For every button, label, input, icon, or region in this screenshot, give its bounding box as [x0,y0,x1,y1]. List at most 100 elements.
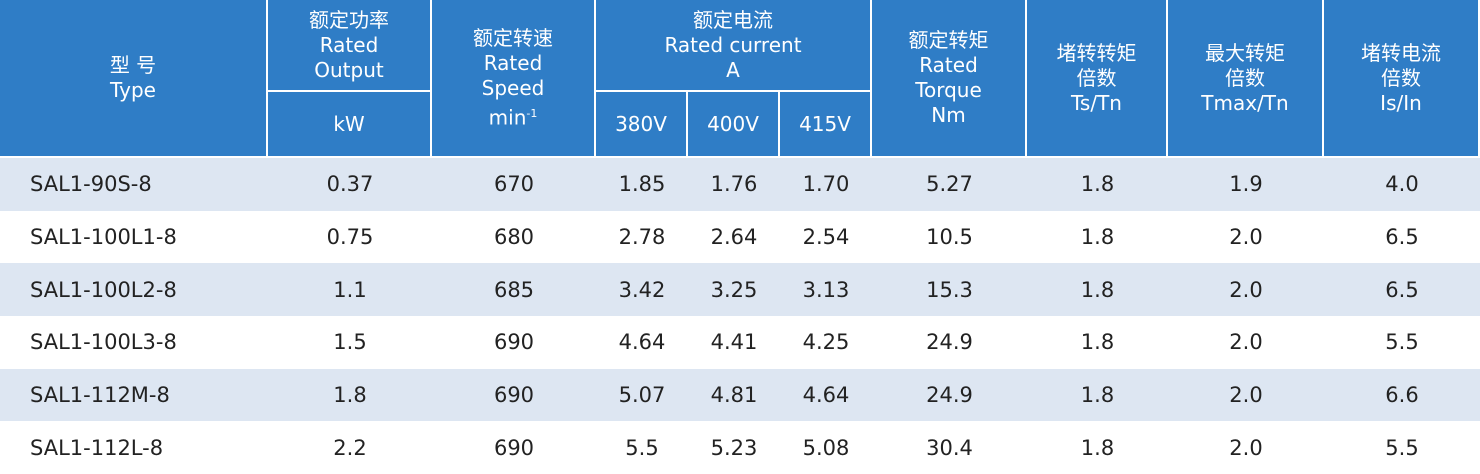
cell-text: 1.8 [1080,277,1115,302]
table-cell: 3.42 [596,263,688,316]
cell-text: SAL1-90S-8 [30,172,152,197]
cell-text: 10.5 [926,224,973,249]
table-cell: 2.0 [1168,421,1324,474]
header-line: A [726,57,740,82]
table-cell: 5.5 [1324,316,1480,369]
header-cell: 堵转转矩 倍数 Ts/Tn [1027,0,1168,158]
table-cell: 2.54 [780,211,872,264]
table-cell: 0.75 [268,211,432,264]
cell-text: 690 [493,435,535,460]
table-cell: SAL1-90S-8 [0,158,268,211]
table-cell: 4.64 [780,369,872,422]
table-cell: 0.37 [268,158,432,211]
header-line: 倍数 [1225,65,1265,90]
header-line: Rated [483,50,543,75]
table-cell: 2.0 [1168,316,1324,369]
unit-superscript: -1 [526,106,538,120]
table-cell: 24.9 [872,369,1027,422]
table-cell: SAL1-100L2-8 [0,263,268,316]
cell-text: 5.5 [1385,330,1419,355]
table-cell: 1.1 [268,263,432,316]
table-cell: SAL1-112L-8 [0,421,268,474]
header-line: 倍数 [1076,65,1117,90]
header-line: 额定转矩 [908,28,989,52]
cell-text: 2.78 [618,224,666,249]
header-line: 型 号 [109,53,157,77]
header-cell: 额定电流 Rated current A [596,0,872,92]
table-cell: 4.64 [596,316,688,369]
cell-text: 690 [493,382,535,407]
header-line: Is/In [1380,90,1422,115]
cell-text: 0.37 [326,172,374,197]
header-cell: 415V [780,92,872,158]
table-row [0,316,1480,369]
table-cell: 2.78 [596,211,688,264]
cell-text: 685 [493,277,535,302]
table-cell: 5.23 [688,421,780,474]
cell-text: SAL1-100L1-8 [30,224,177,249]
table-cell: 5.27 [872,158,1027,211]
table-cell: 1.8 [1027,421,1168,474]
table-cell: 1.8 [1027,369,1168,422]
cell-text: 1.8 [1080,330,1115,355]
header-line: 额定电流 [693,7,773,32]
header-unit: kW [333,111,365,136]
cell-text: 2.0 [1229,224,1263,249]
header-line: 倍数 [1381,65,1421,90]
cell-text: 4.81 [710,382,758,407]
cell-text: SAL1-112M-8 [30,382,170,407]
cell-text: 2.64 [710,224,758,249]
header-unit: min-1 [489,101,538,131]
table-cell: 2.0 [1168,263,1324,316]
table-cell: 1.8 [1027,316,1168,369]
cell-text: 0.75 [326,224,374,249]
table-cell: 6.5 [1324,211,1480,264]
table-cell: 670 [432,158,596,211]
table-cell: 1.85 [596,158,688,211]
table-cell: 690 [432,421,596,474]
cell-text: 3.42 [618,277,666,302]
cell-text: 3.25 [710,277,758,302]
header-cell: 额定转速 Rated Speed min-1 [432,0,596,158]
table-row [0,210,1480,264]
table-cell: 5.5 [596,421,688,474]
table-cell: 6.5 [1324,263,1480,316]
cell-text: 2.0 [1229,435,1263,460]
table-cell: 24.9 [872,316,1027,369]
header-line: Nm [931,103,966,127]
header-line: 堵转电流 [1361,40,1441,65]
unit-text: min [488,105,527,130]
cell-text: SAL1-100L3-8 [30,330,177,355]
cell-text: 1.9 [1229,172,1263,197]
table-cell: 4.0 [1324,158,1480,211]
header-line: Ts/Tn [1071,90,1122,115]
table-cell: 15.3 [872,263,1027,316]
cell-text: 4.64 [618,330,666,355]
header-line: Rated [919,53,978,77]
cell-text: 5.08 [802,435,850,460]
cell-text: 680 [493,224,535,249]
table-row [0,421,1480,474]
cell-text: 4.41 [710,330,758,355]
table-cell: SAL1-100L1-8 [0,211,268,264]
cell-text: 5.27 [926,172,973,197]
table-cell: 3.25 [688,263,780,316]
table-cell: 1.8 [1027,211,1168,264]
header-line: Speed [481,75,545,100]
table-cell: 5.5 [1324,421,1480,474]
header-line: Tmax/Tn [1201,90,1289,115]
table-cell: 690 [432,316,596,369]
header-line: Type [110,78,156,102]
table-cell: 4.81 [688,369,780,422]
cell-text: 1.70 [802,172,850,197]
cell-text: 5.23 [710,435,758,460]
header-cell: 堵转电流 倍数 Is/In [1324,0,1480,158]
table-cell: 5.08 [780,421,872,474]
cell-text: 1.8 [1080,382,1115,407]
table-cell: 2.0 [1168,369,1324,422]
cell-text: 690 [493,330,535,355]
table-cell: 1.76 [688,158,780,211]
header-line: Rated current [664,32,802,57]
table-cell: 2.2 [268,421,432,474]
cell-text: SAL1-100L2-8 [30,277,177,302]
